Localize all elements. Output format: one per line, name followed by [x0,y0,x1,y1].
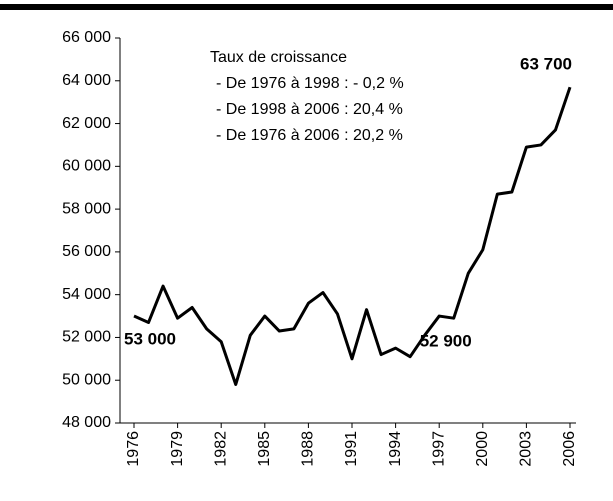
y-tick-label: 54 000 [62,286,111,303]
y-tick-label: 52 000 [62,329,111,346]
x-tick-label: 2003 [518,431,535,467]
annotation: - De 1976 à 1998 : - 0,2 % [216,75,404,92]
y-tick-label: 56 000 [62,243,111,260]
value-label: 63 700 [520,55,572,74]
x-tick-label: 2000 [474,431,491,467]
x-tick-label: 1994 [387,431,404,467]
annotation: Taux de croissance [210,49,347,66]
y-tick-label: 64 000 [62,72,111,89]
annotation: - De 1998 à 2006 : 20,4 % [216,101,403,118]
y-tick-label: 62 000 [62,115,111,132]
x-tick-label: 1976 [125,431,142,467]
x-tick-label: 1991 [343,431,360,467]
y-tick-label: 60 000 [62,158,111,175]
x-tick-label: 2006 [561,431,578,467]
top-rule [0,4,613,10]
y-tick-label: 48 000 [62,414,111,431]
value-label: 53 000 [124,330,176,349]
y-tick-label: 58 000 [62,200,111,217]
value-label: 52 900 [420,332,472,351]
y-tick-label: 50 000 [62,371,111,388]
y-tick-label: 66 000 [62,29,111,46]
x-tick-label: 1985 [256,431,273,467]
x-tick-label: 1997 [430,431,447,467]
x-tick-label: 1982 [212,431,229,467]
line [133,86,572,386]
x-tick-label: 1988 [300,431,317,467]
x-tick-label: 1979 [169,431,186,467]
annotation: - De 1976 à 2006 : 20,2 % [216,127,403,144]
